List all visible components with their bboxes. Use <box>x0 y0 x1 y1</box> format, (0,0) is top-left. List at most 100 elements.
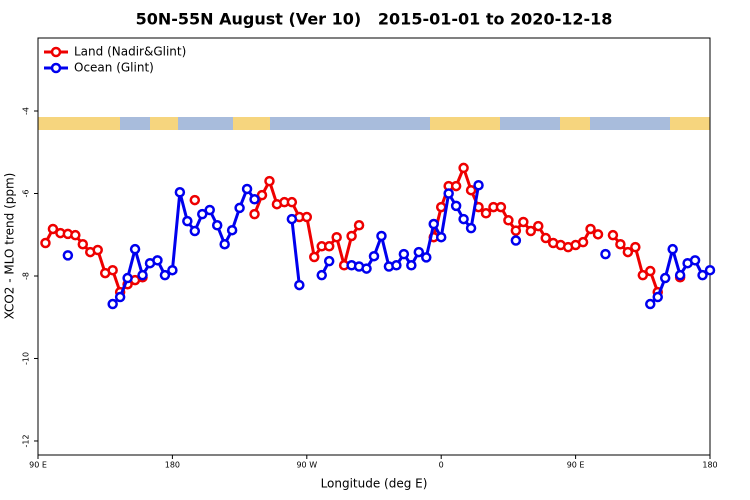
data-point <box>495 201 507 213</box>
x-tick-label: 0 <box>439 461 444 470</box>
data-point <box>533 220 544 232</box>
data-point <box>331 231 342 243</box>
y-axis-label: XCO2 - MLO trend (ppm) <box>3 173 17 320</box>
data-point <box>197 208 208 220</box>
data-point <box>47 223 59 235</box>
data-point <box>622 246 634 258</box>
data-point <box>697 269 708 281</box>
data-point <box>458 162 469 174</box>
legend-label: Ocean (Glint) <box>74 61 154 75</box>
data-point <box>256 189 268 201</box>
data-point <box>264 175 275 187</box>
data-point <box>323 241 335 252</box>
data-point <box>689 255 701 266</box>
data-point <box>286 213 298 225</box>
y-tick-label: -4 <box>22 107 31 115</box>
data-point <box>376 230 387 242</box>
data-point <box>114 291 126 303</box>
data-point <box>659 272 671 284</box>
data-point <box>77 238 89 250</box>
legend-marker <box>50 46 62 58</box>
data-point <box>174 187 186 198</box>
data-point <box>129 243 141 255</box>
data-point <box>167 264 178 276</box>
y-tick-label: -6 <box>22 190 31 198</box>
data-point <box>667 243 678 255</box>
data-point <box>211 220 223 231</box>
data-point <box>435 231 447 243</box>
data-point <box>443 188 454 199</box>
data-point <box>406 260 417 271</box>
data-point <box>137 269 148 281</box>
data-point <box>398 248 410 260</box>
data-point <box>607 229 619 241</box>
y-tick-label: -8 <box>22 272 31 280</box>
data-point <box>122 272 133 284</box>
data-point <box>421 252 432 263</box>
data-point <box>323 255 335 267</box>
data-point <box>615 238 626 250</box>
data-point <box>204 204 215 216</box>
legend-marker <box>50 62 62 74</box>
data-point <box>428 218 439 230</box>
data-point <box>301 211 313 223</box>
data-point <box>525 225 537 237</box>
data-point <box>458 213 469 225</box>
data-point <box>704 264 716 276</box>
data-point <box>450 200 462 212</box>
data-point <box>361 263 372 274</box>
data-point <box>540 232 551 244</box>
x-tick-label: 180 <box>165 461 180 470</box>
data-point <box>249 194 260 205</box>
x-tick-label: 180 <box>702 461 717 470</box>
data-point <box>182 215 193 227</box>
legend-label: Land (Nadir&Glint) <box>74 45 186 59</box>
plot-frame <box>37 37 711 456</box>
series-line <box>111 184 711 306</box>
data-point <box>600 248 611 260</box>
data-point <box>510 225 522 236</box>
data-point <box>503 215 514 226</box>
data-point <box>577 236 589 248</box>
data-point <box>159 269 171 281</box>
x-tick-label: 90 E <box>567 461 585 470</box>
data-point <box>645 298 656 310</box>
data-point <box>294 279 305 291</box>
data-point <box>62 250 74 261</box>
data-point <box>480 208 492 219</box>
data-point <box>309 251 320 263</box>
x-axis-label: Longitude (deg E) <box>321 477 428 491</box>
data-point <box>70 229 81 241</box>
data-point <box>592 229 604 240</box>
data-point <box>40 237 51 249</box>
data-point <box>413 246 425 258</box>
data-point <box>226 224 238 236</box>
data-point <box>241 183 253 195</box>
data-point <box>465 184 477 196</box>
data-point <box>465 222 477 234</box>
data-point <box>219 238 230 250</box>
data-point <box>152 255 163 266</box>
y-tick-label: -10 <box>22 352 31 365</box>
x-tick-label: 90 E <box>29 461 47 470</box>
data-point <box>518 216 529 228</box>
data-point <box>189 194 201 206</box>
data-point <box>473 179 484 191</box>
data-point <box>630 241 641 253</box>
data-point <box>249 208 260 220</box>
data-point <box>510 235 522 246</box>
chart-title: 50N-55N August (Ver 10) 2015-01-01 to 20… <box>136 10 613 29</box>
y-tick-label: -12 <box>22 434 31 447</box>
data-point <box>435 201 447 213</box>
data-point <box>674 269 686 281</box>
data-point <box>652 291 663 303</box>
data-point <box>353 220 365 231</box>
data-point <box>107 298 118 310</box>
data-point <box>391 260 402 271</box>
data-point <box>286 196 298 208</box>
data-point <box>450 180 462 192</box>
data-point <box>92 244 103 256</box>
x-tick-label: 90 W <box>296 461 317 470</box>
